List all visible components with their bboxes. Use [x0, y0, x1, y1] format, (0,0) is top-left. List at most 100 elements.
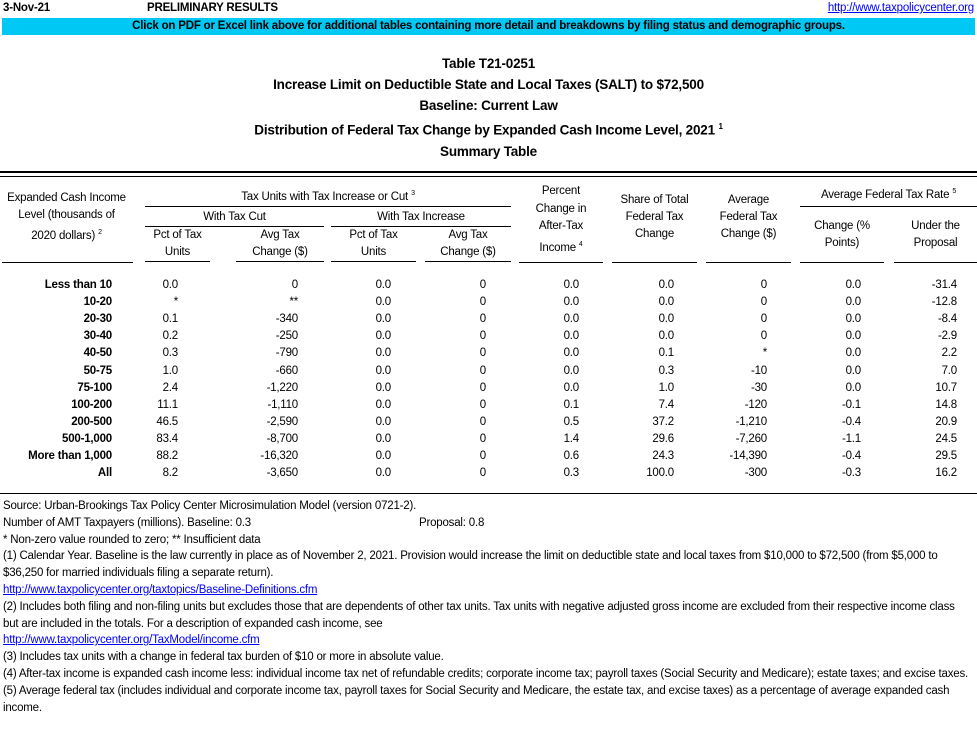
cell-cut-avg: -660: [275, 364, 298, 377]
cell-share: 29.6: [652, 432, 674, 445]
cell-income-level: More than 1,000: [28, 450, 112, 462]
cell-rate-change: -0.4: [841, 450, 861, 462]
cut-avg-header: Avg Tax Change ($): [236, 227, 324, 262]
baseline-definitions-link[interactable]: http://www.taxpolicycenter.org/taxtopics…: [3, 583, 318, 596]
cell-pct-change: 0.0: [563, 296, 580, 309]
cell-income-level: 40-50: [83, 347, 113, 360]
cell-avg-fed-change: -1,210: [735, 415, 768, 428]
cell-income-level: Less than 10: [44, 279, 112, 291]
inc-pct-header: Pct of Tax Units: [331, 227, 416, 262]
cell-rate-change: 0.0: [845, 347, 862, 360]
cell-avg-fed-change: -300: [744, 467, 767, 480]
tax-increase-header: With Tax Increase: [377, 211, 465, 223]
table-row: 50-75 1.0 -660 0.0 0 0.0 0.3 -10 0.0 7.0: [0, 363, 977, 380]
date: 3-Nov-21: [3, 2, 50, 14]
cell-rate-under: 16.2: [935, 467, 957, 480]
cell-share: 0.0: [658, 296, 675, 309]
cell-pct-change: 0.3: [563, 467, 580, 480]
cell-avg-fed-change: -7,260: [735, 432, 768, 445]
cell-inc-pct: 0.0: [375, 296, 392, 309]
cell-rate-change: -0.4: [841, 415, 861, 428]
cell-avg-fed-change: -10: [750, 364, 767, 377]
cell-inc-avg: 0: [479, 467, 486, 480]
cell-inc-avg: 0: [479, 313, 486, 326]
cell-inc-pct: 0.0: [375, 330, 392, 343]
table-row: More than 1,000 88.2 -16,320 0.0 0 0.6 24.3 -14…: [0, 448, 977, 465]
cell-pct-change: 1.4: [563, 432, 580, 445]
cell-rate-change: 0.0: [845, 381, 862, 394]
table-row: 200-500 46.5 -2,590 0.0 0 0.5 37.2 -1,210 -0.4 20…: [0, 414, 977, 431]
cell-rate-change: 0.0: [845, 364, 862, 377]
cell-pct-change: 0.1: [563, 398, 580, 411]
rate-change-header: Change (% Points): [800, 218, 884, 263]
cell-share: 0.0: [658, 330, 675, 343]
table-id: Table T21-0251: [442, 56, 535, 71]
cell-share: 7.4: [658, 398, 675, 411]
cell-inc-pct: 0.0: [375, 450, 392, 462]
cell-cut-avg: **: [289, 296, 298, 309]
cell-avg-fed-change: -30: [750, 381, 767, 394]
cell-cut-avg: -1,220: [266, 381, 299, 394]
cell-cut-pct: 1.0: [162, 364, 179, 377]
cell-income-level: 100-200: [71, 398, 112, 411]
cell-cut-pct: 2.4: [162, 381, 179, 394]
tax-cut-header: With Tax Cut: [203, 211, 266, 223]
cell-rate-under: 14.8: [935, 398, 957, 411]
cell-inc-avg: 0: [479, 296, 486, 309]
top-bar: 3-Nov-21 PRELIMINARY RESULTS http://www.…: [3, 2, 974, 16]
cell-cut-avg: -8,700: [266, 432, 299, 445]
cell-pct-change: 0.0: [563, 330, 580, 343]
cell-inc-avg: 0: [479, 381, 486, 394]
cell-cut-avg: -340: [275, 313, 298, 326]
cell-cut-pct: 8.2: [162, 467, 179, 480]
cell-rate-change: 0.0: [845, 279, 862, 291]
divider: [0, 493, 977, 494]
cell-inc-avg: 0: [479, 398, 486, 411]
cell-pct-change: 0.0: [563, 381, 580, 394]
cell-inc-avg: 0: [479, 450, 486, 462]
cell-share: 0.0: [658, 313, 675, 326]
cell-income-level: 20-30: [83, 313, 113, 326]
table-row: 75-100 2.4 -1,220 0.0 0 0.0 1.0 -30 0.0 10.7: [0, 380, 977, 397]
cell-pct-change: 0.5: [563, 415, 580, 428]
cell-avg-fed-change: -14,390: [729, 450, 767, 462]
cell-pct-change: 0.0: [563, 364, 580, 377]
double-rule: [0, 171, 977, 177]
cell-share: 1.0: [658, 381, 675, 394]
cell-rate-change: 0.0: [845, 330, 862, 343]
cell-inc-pct: 0.0: [375, 381, 392, 394]
cell-avg-fed-change: 0: [760, 279, 767, 291]
cell-cut-pct: 0.1: [162, 313, 179, 326]
cell-pct-change: 0.0: [563, 347, 580, 360]
cell-share: 0.1: [658, 347, 675, 360]
table-row: Less than 10 0.0 0 0.0 0 0.0 0.0 0 0.0 -31.4: [0, 277, 977, 294]
cell-inc-pct: 0.0: [375, 347, 392, 360]
cell-inc-avg: 0: [479, 415, 486, 428]
table-row: 10-20 * ** 0.0 0 0.0 0.0 0 0.0 -12.8: [0, 294, 977, 311]
summary-label: Summary Table: [440, 143, 537, 159]
status-label: PRELIMINARY RESULTS: [147, 2, 278, 14]
cell-income-level: 500-1,000: [62, 432, 112, 445]
cell-inc-pct: 0.0: [375, 467, 392, 480]
tpc-link[interactable]: http://www.taxpolicycenter.org: [827, 2, 974, 14]
rate-header: Average Federal Tax Rate 5: [820, 188, 957, 201]
cell-inc-avg: 0: [479, 432, 486, 445]
cell-avg-fed-change: *: [762, 347, 767, 360]
cell-share: 24.3: [652, 450, 674, 462]
table-row: 500-1,000 83.4 -8,700 0.0 0 1.4 29.6 -7,260 -1.1…: [0, 431, 977, 448]
cell-pct-change: 0.0: [563, 313, 580, 326]
cell-avg-fed-change: 0: [760, 330, 767, 343]
cell-rate-under: -8.4: [937, 313, 957, 326]
income-definition-link[interactable]: http://www.taxpolicycenter.org/TaxModel/…: [3, 634, 260, 647]
info-banner: Click on PDF or Excel link above for add…: [2, 18, 975, 35]
cell-rate-change: -0.3: [841, 467, 861, 480]
cell-share: 37.2: [652, 415, 674, 428]
table-title: Increase Limit on Deductible State and L…: [273, 77, 704, 92]
table-row: 100-200 11.1 -1,110 0.0 0 0.1 7.4 -120 -0.1 14.8: [0, 397, 977, 414]
cell-inc-pct: 0.0: [375, 279, 392, 291]
cell-cut-avg: -2,590: [266, 415, 299, 428]
share-header: Share of Total Federal Tax Change: [612, 192, 697, 263]
table-row: 20-30 0.1 -340 0.0 0 0.0 0.0 0 0.0 -8.4: [0, 311, 977, 328]
cell-income-level: All: [97, 467, 112, 480]
cell-inc-avg: 0: [479, 279, 486, 291]
